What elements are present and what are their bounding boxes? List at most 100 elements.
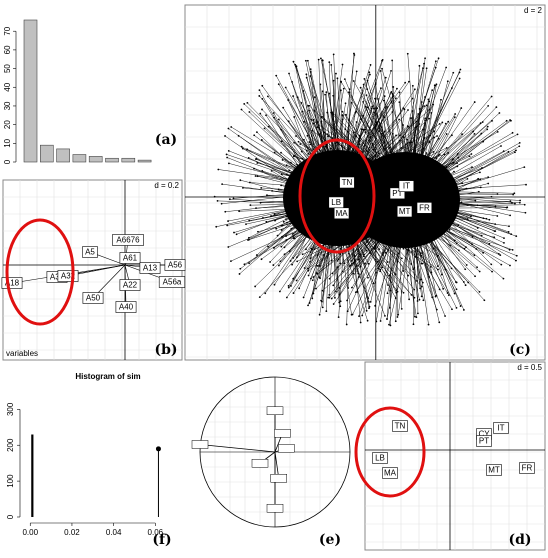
star-end bbox=[384, 116, 386, 118]
star-end bbox=[454, 240, 456, 242]
star-end bbox=[336, 221, 338, 223]
star-end bbox=[227, 220, 229, 222]
star-end bbox=[353, 53, 355, 55]
star-end bbox=[241, 109, 243, 111]
star-end bbox=[416, 126, 418, 128]
star-end bbox=[290, 228, 292, 230]
star-end bbox=[305, 248, 307, 250]
star-end bbox=[385, 77, 387, 79]
y-tick-label: 200 bbox=[6, 438, 15, 452]
star-end bbox=[431, 89, 433, 91]
y-tick-label: 70 bbox=[3, 26, 12, 35]
star-end bbox=[488, 243, 490, 245]
star-end bbox=[337, 77, 339, 79]
star-end bbox=[324, 236, 326, 238]
star-end bbox=[382, 59, 384, 61]
star-end bbox=[307, 305, 309, 307]
star-end bbox=[378, 248, 380, 250]
star-end bbox=[365, 140, 367, 142]
star-end bbox=[419, 288, 421, 290]
star-end bbox=[396, 88, 398, 90]
star-end bbox=[366, 88, 368, 90]
star-end bbox=[506, 120, 508, 122]
bar bbox=[122, 158, 135, 162]
star-end bbox=[508, 225, 510, 227]
y-tick-label: 50 bbox=[3, 64, 12, 73]
star-end bbox=[249, 204, 251, 206]
star-end bbox=[311, 248, 313, 250]
star-end bbox=[256, 254, 258, 256]
star-end bbox=[296, 280, 298, 282]
star-end bbox=[355, 291, 357, 293]
star-end bbox=[395, 320, 397, 322]
star-end bbox=[244, 263, 246, 265]
star-end bbox=[351, 102, 353, 104]
bar bbox=[24, 20, 37, 162]
star-end bbox=[290, 285, 292, 287]
star-end bbox=[275, 75, 277, 77]
star-end bbox=[359, 254, 361, 256]
star-end bbox=[500, 145, 502, 147]
star-end bbox=[323, 254, 325, 256]
star-end bbox=[239, 179, 241, 181]
star-end bbox=[310, 257, 312, 259]
star-end bbox=[293, 116, 295, 118]
star-end bbox=[386, 318, 388, 320]
star-end bbox=[514, 151, 516, 153]
star-end bbox=[456, 282, 458, 284]
star-end bbox=[451, 308, 453, 310]
star-end bbox=[369, 306, 371, 308]
star-end bbox=[280, 184, 282, 186]
star-end bbox=[419, 108, 421, 110]
star-end bbox=[319, 209, 321, 211]
star-end bbox=[390, 325, 392, 327]
y-tick-label: 40 bbox=[3, 82, 12, 91]
star-end bbox=[294, 216, 296, 218]
star-end bbox=[341, 114, 343, 116]
star-end bbox=[239, 273, 241, 275]
y-tick-label: 100 bbox=[6, 474, 15, 488]
star-end bbox=[497, 131, 499, 133]
star-end bbox=[438, 57, 440, 59]
star-end bbox=[335, 73, 337, 75]
star-end bbox=[410, 117, 412, 119]
star-end bbox=[259, 89, 261, 91]
star-end bbox=[279, 260, 281, 262]
star-end bbox=[308, 275, 310, 277]
group-label: MT bbox=[488, 466, 500, 475]
star-end bbox=[267, 246, 269, 248]
star-end bbox=[321, 116, 323, 118]
star-end bbox=[419, 299, 421, 301]
star-end bbox=[362, 115, 364, 117]
star-end bbox=[368, 147, 370, 149]
bar bbox=[138, 160, 151, 162]
star-end bbox=[512, 132, 514, 134]
star-end bbox=[312, 195, 314, 197]
star-end bbox=[375, 83, 377, 85]
star-end bbox=[456, 307, 458, 309]
star-end bbox=[278, 83, 280, 85]
vector-tag bbox=[278, 444, 294, 452]
star-end bbox=[447, 80, 449, 82]
variable-label: A5 bbox=[85, 248, 95, 257]
star-end bbox=[463, 309, 465, 311]
star-end bbox=[288, 170, 290, 172]
star-end bbox=[307, 60, 309, 62]
panel-label: (d) bbox=[508, 532, 531, 548]
star-end bbox=[436, 309, 438, 311]
star-end bbox=[433, 137, 435, 139]
variable-label: A56a bbox=[163, 278, 182, 287]
star-end bbox=[280, 129, 282, 131]
star-end bbox=[428, 100, 430, 102]
star-end bbox=[513, 192, 515, 194]
star-end bbox=[314, 96, 316, 98]
star-end bbox=[347, 310, 349, 312]
star-end bbox=[421, 101, 423, 103]
star-end bbox=[245, 223, 247, 225]
star-end bbox=[221, 183, 223, 185]
star-end bbox=[338, 258, 340, 260]
star-end bbox=[506, 207, 508, 209]
star-end bbox=[367, 320, 369, 322]
star-end bbox=[271, 170, 273, 172]
star-end bbox=[439, 123, 441, 125]
